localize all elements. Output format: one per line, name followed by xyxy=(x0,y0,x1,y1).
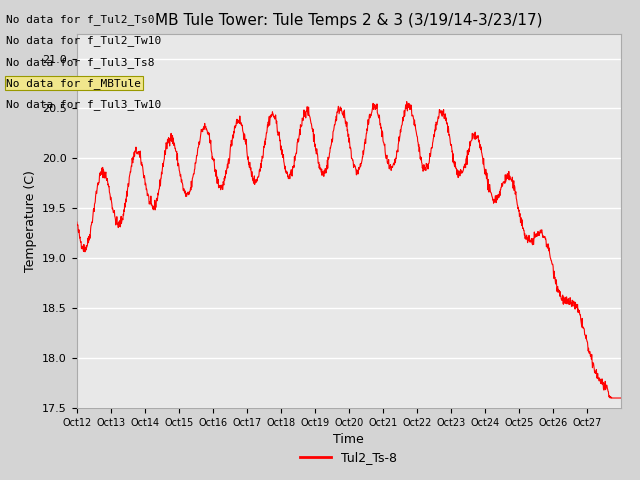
Title: MB Tule Tower: Tule Temps 2 & 3 (3/19/14-3/23/17): MB Tule Tower: Tule Temps 2 & 3 (3/19/14… xyxy=(155,13,543,28)
Text: No data for f_MBTule: No data for f_MBTule xyxy=(6,78,141,89)
Y-axis label: Temperature (C): Temperature (C) xyxy=(24,170,36,272)
Legend: Tul2_Ts-8: Tul2_Ts-8 xyxy=(295,446,403,469)
Text: No data for f_Tul3_Ts8: No data for f_Tul3_Ts8 xyxy=(6,57,155,68)
Text: No data for f_Tul2_Tw10: No data for f_Tul2_Tw10 xyxy=(6,36,162,47)
X-axis label: Time: Time xyxy=(333,433,364,446)
Text: No data for f_Tul3_Tw10: No data for f_Tul3_Tw10 xyxy=(6,99,162,110)
Text: No data for f_Tul2_Ts0: No data for f_Tul2_Ts0 xyxy=(6,14,155,25)
